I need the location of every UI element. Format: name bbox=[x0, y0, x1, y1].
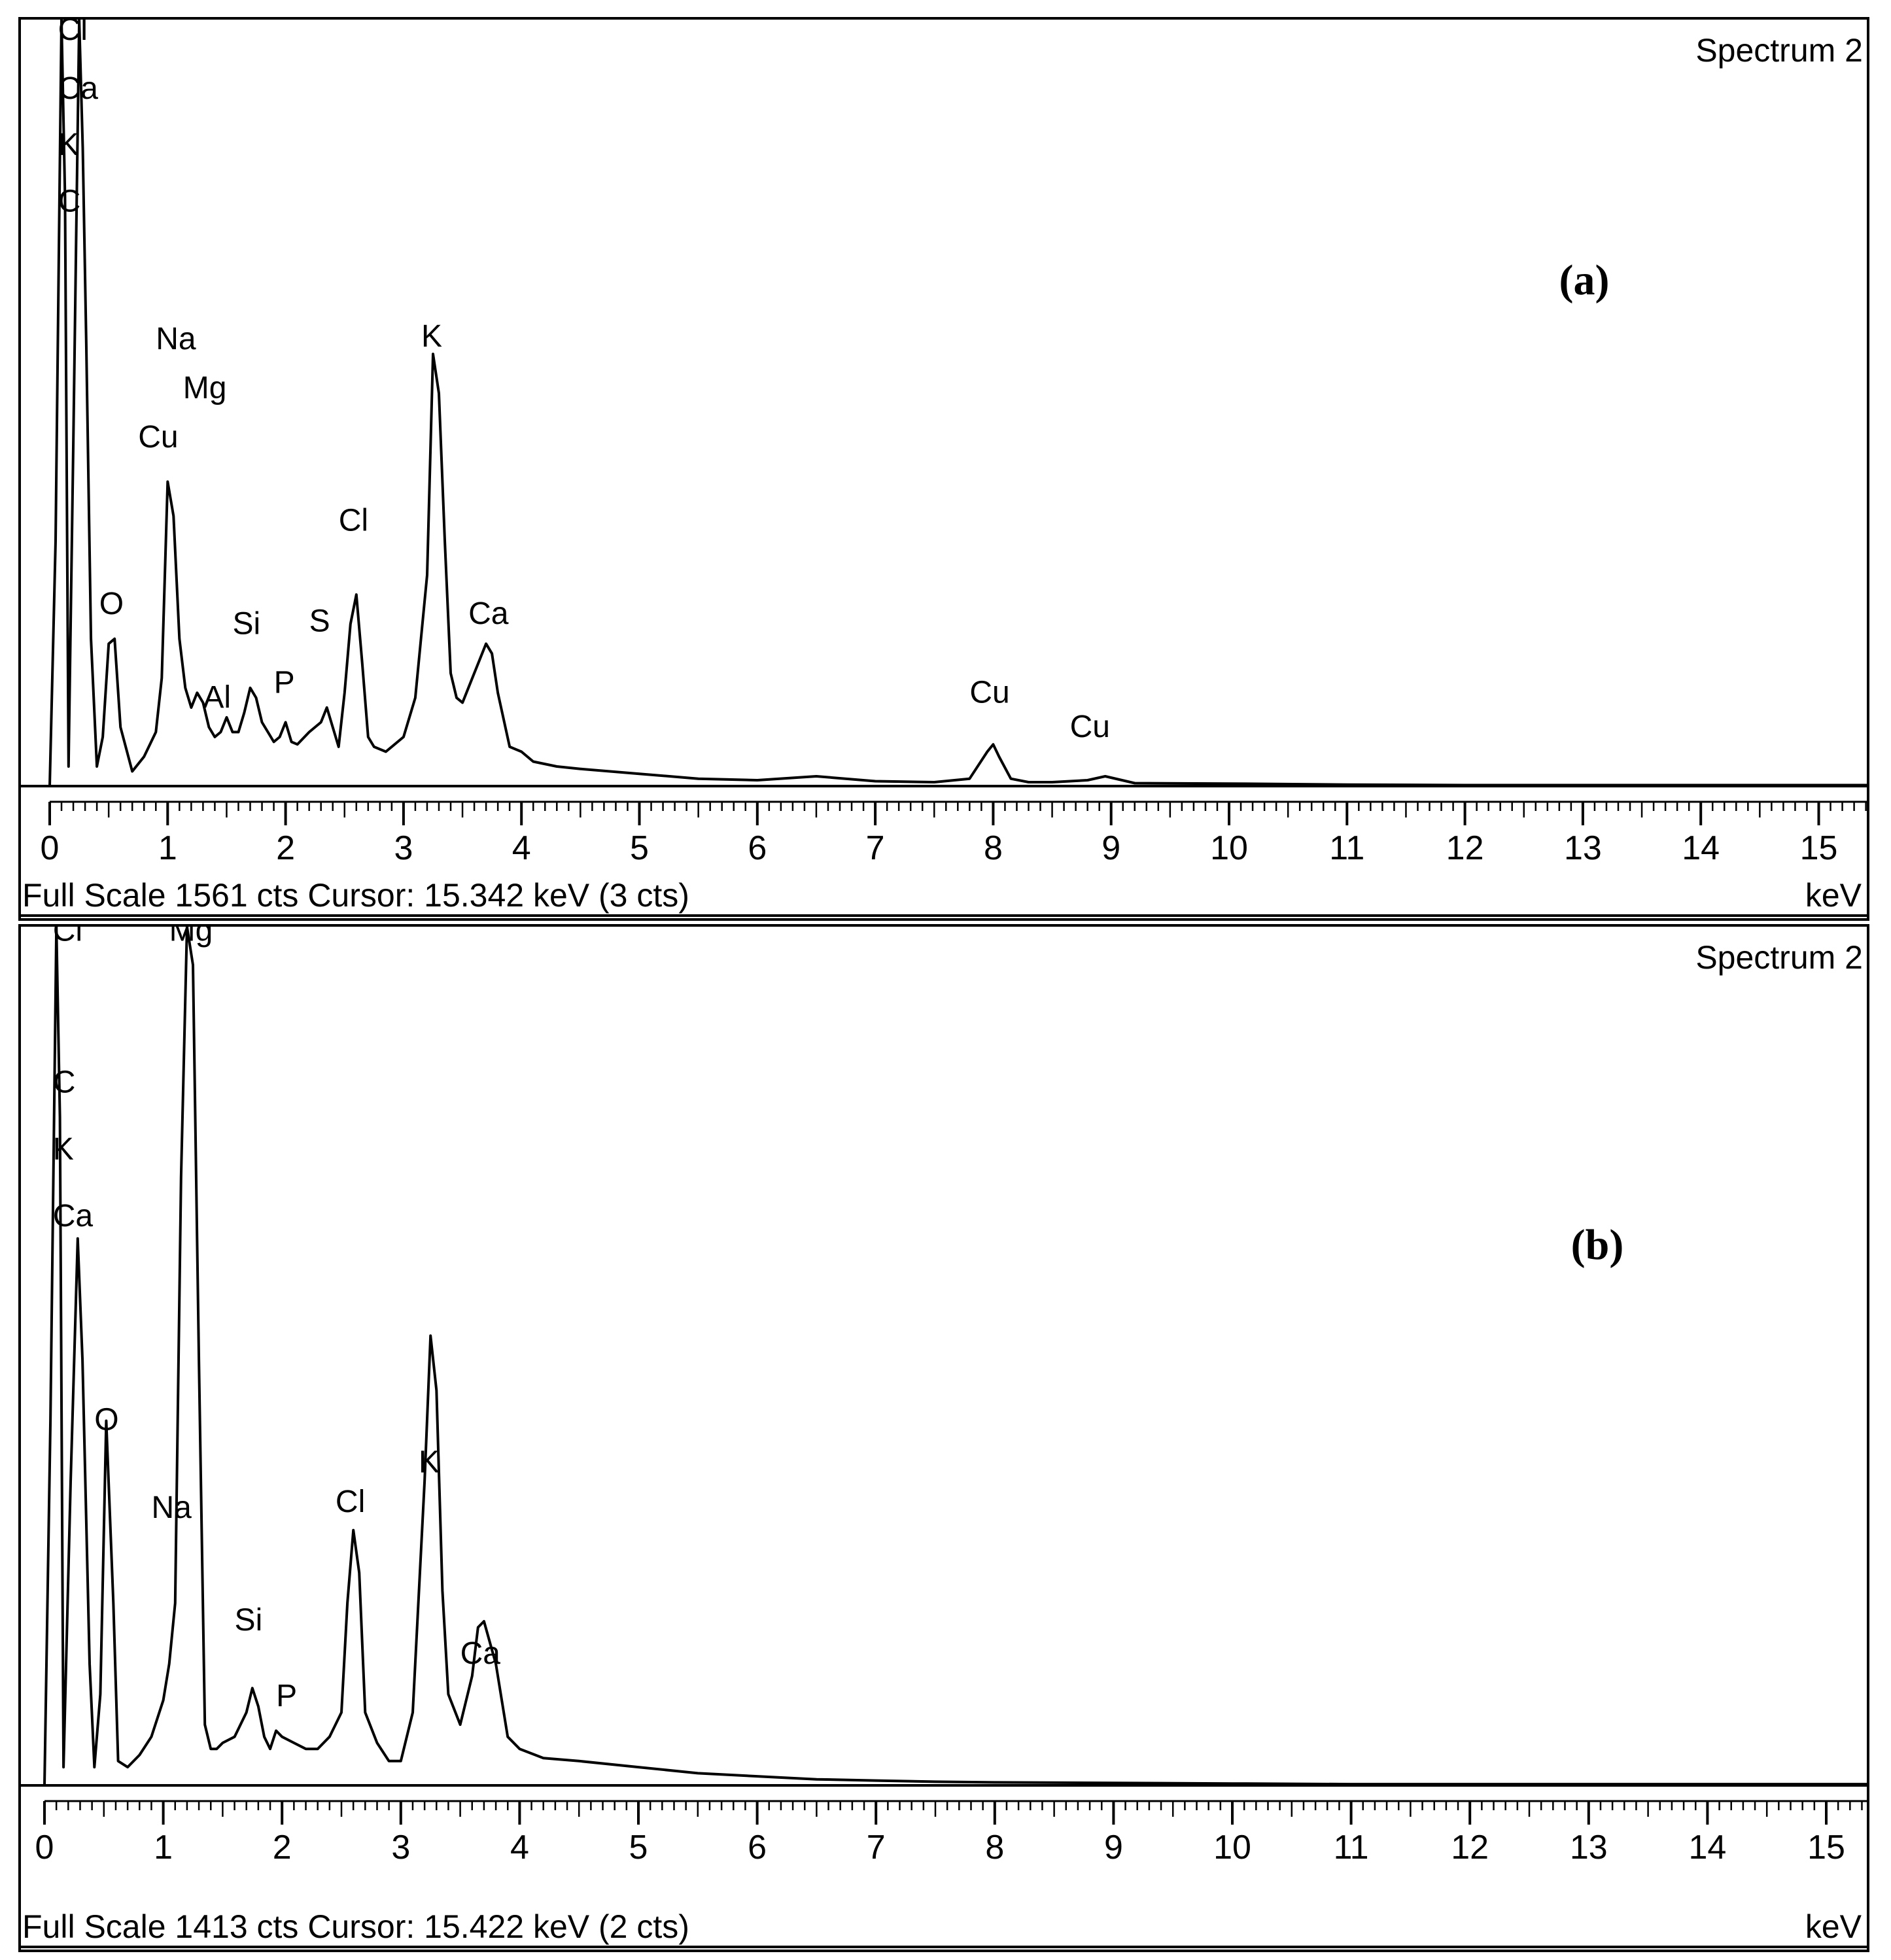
x-tick-label: 2 bbox=[273, 1829, 292, 1866]
peak-label: Al bbox=[203, 680, 231, 715]
peak-label: Cl bbox=[53, 927, 82, 948]
x-tick-label: 15 bbox=[1800, 829, 1838, 867]
status-footer: Full Scale 1413 cts Cursor: 15.422 keV (… bbox=[22, 1908, 689, 1945]
x-tick-label: 1 bbox=[154, 1829, 173, 1866]
peak-label: O bbox=[94, 1402, 118, 1437]
panel-label: (a) bbox=[1559, 256, 1610, 304]
peak-label: Ca bbox=[468, 596, 509, 631]
x-tick-label: 13 bbox=[1564, 829, 1602, 867]
peak-label: P bbox=[276, 1679, 297, 1713]
peak-label: Mg bbox=[169, 927, 213, 948]
peak-label: Ca bbox=[58, 71, 99, 106]
x-tick-label: 15 bbox=[1807, 1829, 1845, 1866]
panel-label: (b) bbox=[1571, 1221, 1624, 1269]
x-tick-label: 13 bbox=[1570, 1829, 1608, 1866]
peak-label: Mg bbox=[183, 371, 227, 405]
x-tick-label: 4 bbox=[512, 829, 531, 867]
peak-label: Si bbox=[235, 1603, 263, 1638]
status-footer: Full Scale 1561 cts Cursor: 15.342 keV (… bbox=[22, 877, 689, 914]
spectrum-panel-a: 0 1 2 3 4 5 6 7 8 9 10 11 12 13 14 15 Full Scale 1561 ct… bbox=[18, 17, 1869, 921]
peak-label: Cu bbox=[138, 420, 178, 455]
x-tick-label: 11 bbox=[1329, 829, 1364, 867]
peak-label: K bbox=[419, 1445, 440, 1479]
x-tick-label: 3 bbox=[391, 1829, 410, 1866]
peak-label: C bbox=[53, 1065, 76, 1100]
peak-label: Cl bbox=[336, 1485, 365, 1519]
peak-label: Na bbox=[156, 322, 196, 356]
x-tick-label: 5 bbox=[629, 1829, 648, 1866]
x-tick-label: 2 bbox=[276, 829, 295, 867]
x-tick-label: 7 bbox=[866, 829, 885, 867]
peak-label: P bbox=[274, 665, 295, 700]
spectrum-title: Spectrum 2 bbox=[1695, 939, 1863, 976]
x-unit-label: keV bbox=[1805, 877, 1862, 914]
peak-label: K bbox=[53, 1132, 74, 1167]
x-tick-label: 8 bbox=[985, 1829, 1004, 1866]
peak-label: S bbox=[309, 604, 330, 638]
x-tick-label: 10 bbox=[1210, 829, 1248, 867]
peak-label: Na bbox=[151, 1490, 192, 1525]
peak-label: K bbox=[58, 128, 79, 162]
x-tick-label: 3 bbox=[394, 829, 413, 867]
x-tick-label: 0 bbox=[41, 829, 60, 867]
x-unit-label: keV bbox=[1805, 1908, 1862, 1945]
spectrum-line bbox=[43, 927, 1867, 1786]
x-tick-label: 6 bbox=[748, 829, 767, 867]
peak-label: Ca bbox=[53, 1199, 94, 1233]
x-tick-label: 0 bbox=[35, 1829, 54, 1866]
x-tick-label: 9 bbox=[1104, 1829, 1123, 1866]
peak-label: Cl bbox=[58, 20, 88, 47]
x-tick-label: 4 bbox=[510, 1829, 529, 1866]
x-tick-label: 6 bbox=[748, 1829, 767, 1866]
x-tick-label: 12 bbox=[1451, 1829, 1489, 1866]
x-tick-label: 9 bbox=[1102, 829, 1120, 867]
peak-label: Ca bbox=[460, 1636, 501, 1671]
x-tick-label: 10 bbox=[1213, 1829, 1251, 1866]
x-tick-label: 12 bbox=[1446, 829, 1484, 867]
x-tick-label: 14 bbox=[1682, 829, 1720, 867]
peak-label: Cu bbox=[1070, 710, 1110, 744]
spectrum-line bbox=[48, 20, 1867, 787]
spectrum-panel-b: 0 1 2 3 4 5 6 7 8 9 10 11 12 13 14 15 Full Scale 1413 ct… bbox=[18, 924, 1869, 1952]
x-tick-label: 11 bbox=[1334, 1829, 1369, 1866]
x-tick-label: 14 bbox=[1688, 1829, 1726, 1866]
peak-label: K bbox=[421, 319, 442, 354]
x-tick-label: 8 bbox=[984, 829, 1003, 867]
x-tick-label: 5 bbox=[630, 829, 649, 867]
peak-label: O bbox=[99, 587, 124, 621]
spectrum-title: Spectrum 2 bbox=[1695, 32, 1863, 69]
x-tick-label: 1 bbox=[158, 829, 177, 867]
peak-label: Cu bbox=[969, 675, 1009, 710]
peak-label: Si bbox=[232, 606, 260, 641]
x-tick-label: 7 bbox=[867, 1829, 886, 1866]
peak-label: C bbox=[58, 184, 81, 219]
peak-label: Cl bbox=[339, 504, 368, 538]
